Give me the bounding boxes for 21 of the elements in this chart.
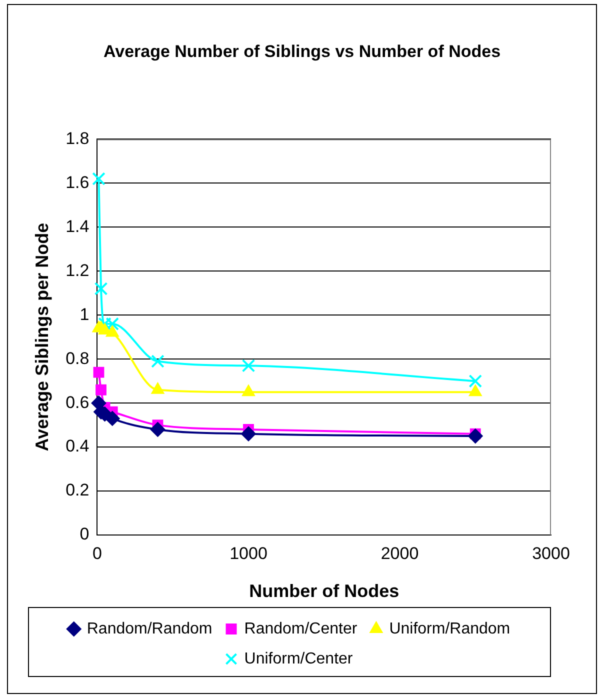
y-tick-label: 0.4	[66, 436, 90, 456]
y-tick-label: 0.6	[66, 392, 90, 412]
chart-title: Average Number of Siblings vs Number of Nodes	[102, 41, 502, 63]
legend-label: Uniform/Random	[389, 620, 510, 638]
x-tick-label: 1000	[230, 544, 268, 563]
legend-label: Random/Random	[86, 620, 212, 638]
legend-label: Uniform/Center	[244, 650, 354, 668]
x-tick-label: 3000	[532, 544, 570, 563]
x-axis-title: Number of Nodes	[249, 581, 400, 602]
y-tick-label: 0	[80, 524, 90, 544]
y-tick-label: 1.8	[66, 128, 90, 148]
y-axis-title: Average Siblings per Node	[32, 222, 52, 452]
y-tick-label: 1.6	[66, 172, 90, 192]
x-tick-label: 2000	[380, 544, 419, 563]
y-tick-label: 0.2	[66, 480, 90, 500]
y-tick-label: 1.2	[66, 260, 90, 280]
y-tick-label: 1.4	[66, 216, 90, 236]
y-tick-label: 1	[80, 304, 90, 324]
legend-label: Random/Center	[244, 620, 358, 638]
x-tick-label: 0	[92, 544, 102, 563]
y-tick-label: 0.8	[66, 348, 90, 368]
